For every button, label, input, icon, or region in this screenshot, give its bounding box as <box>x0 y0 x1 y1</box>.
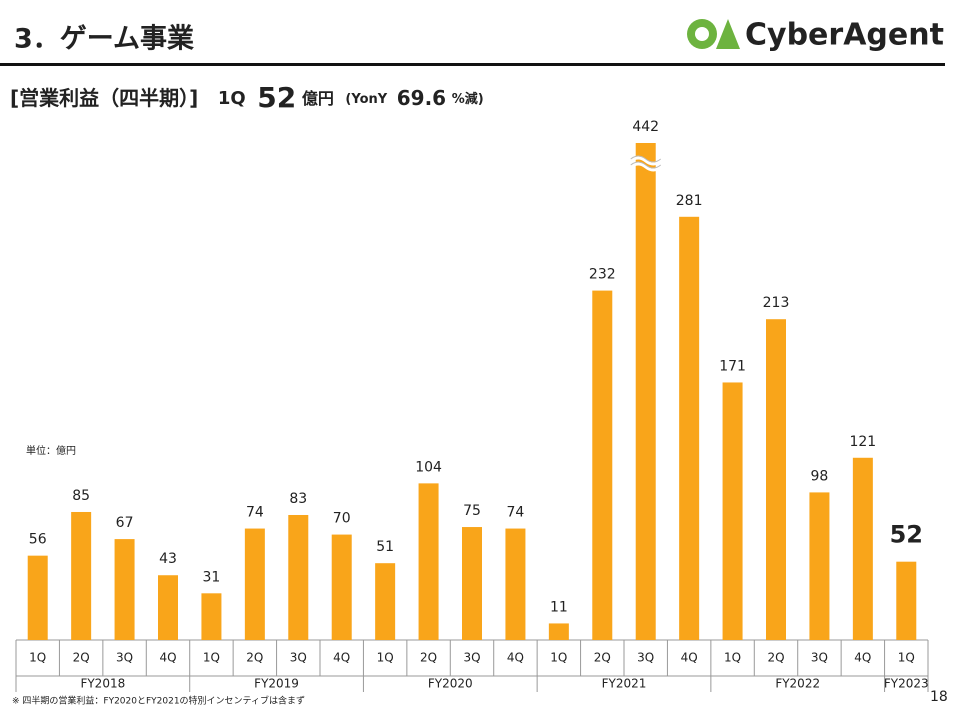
bar <box>852 457 873 640</box>
x-tick-label: 4Q <box>854 651 871 665</box>
x-tick-label: 4Q <box>507 651 524 665</box>
bar <box>375 563 396 640</box>
x-tick-label: 1Q <box>550 651 567 665</box>
data-label: 98 <box>811 468 829 484</box>
subtitle-part: 69.6 <box>397 86 446 110</box>
bar <box>158 575 178 640</box>
page-number: 18 <box>930 689 948 705</box>
data-label: 51 <box>376 539 394 555</box>
data-label: 43 <box>159 551 177 567</box>
data-label: 70 <box>333 511 351 527</box>
bar <box>244 528 265 640</box>
x-tick-label: 3Q <box>463 651 480 665</box>
group-label: FY2022 <box>775 677 820 691</box>
data-label: 67 <box>116 515 134 531</box>
x-tick-label: 1Q <box>724 651 741 665</box>
data-label: 75 <box>463 503 481 519</box>
x-tick-label: 1Q <box>29 651 46 665</box>
bar <box>27 555 48 640</box>
header-rule <box>0 63 945 66</box>
x-tick-label: 1Q <box>377 651 394 665</box>
bar <box>722 382 743 640</box>
data-label: 31 <box>203 569 221 585</box>
bar <box>288 514 309 640</box>
logo-text: CyberAgent <box>745 18 944 53</box>
logo-icon <box>695 27 709 41</box>
x-tick-label: 4Q <box>333 651 350 665</box>
data-label: 442 <box>632 119 659 135</box>
subtitle-part: 億円 <box>302 89 334 108</box>
slide-title: 3．ゲーム事業 <box>14 24 194 55</box>
data-label: 56 <box>29 532 47 548</box>
bar <box>809 492 830 640</box>
group-label: FY2019 <box>254 677 299 691</box>
bar <box>462 527 482 640</box>
axis-break <box>629 156 662 166</box>
x-tick-label: 1Q <box>203 651 220 665</box>
bar <box>592 290 613 640</box>
x-tick-label: 2Q <box>73 651 90 665</box>
data-label: 213 <box>763 295 790 311</box>
x-tick-label: 4Q <box>159 651 176 665</box>
axis-break <box>629 162 662 172</box>
subtitle: [営業利益（四半期）] 1Q 52 億円 (YonY 69.6 %減) <box>10 81 484 114</box>
data-label: 281 <box>676 193 703 209</box>
data-label: 104 <box>415 459 442 475</box>
x-tick-label: 2Q <box>594 651 611 665</box>
bar <box>635 143 656 640</box>
logo: CyberAgent <box>687 18 944 53</box>
data-label: 83 <box>289 491 307 507</box>
bar <box>679 216 700 640</box>
x-tick-label: 3Q <box>811 651 828 665</box>
axis-break <box>630 155 662 163</box>
x-tick-label: 2Q <box>246 651 263 665</box>
data-label: 232 <box>589 267 616 283</box>
bar <box>71 511 92 640</box>
x-tick-label: 3Q <box>637 651 654 665</box>
bar <box>548 623 569 640</box>
subtitle-part: 52 <box>257 81 296 114</box>
x-tick-label: 4Q <box>681 651 698 665</box>
logo-icon <box>716 19 740 49</box>
subtitle-part: (YonY <box>345 92 387 107</box>
footnote: ※ 四半期の営業利益：FY2020とFY2021の特別インセンティブは含まず <box>12 695 305 707</box>
group-label: FY2018 <box>80 677 125 691</box>
data-label: 85 <box>72 488 90 504</box>
bar <box>505 528 526 640</box>
bar <box>114 539 135 640</box>
x-tick-label: 1Q <box>898 651 915 665</box>
data-label: 52 <box>890 521 923 549</box>
axis-break <box>630 161 662 169</box>
unit-note: 単位：億円 <box>26 444 76 457</box>
data-label: 121 <box>849 434 876 450</box>
x-tick-label: 3Q <box>290 651 307 665</box>
x-tick-label: 3Q <box>116 651 133 665</box>
bar <box>896 561 917 640</box>
bar <box>418 483 439 640</box>
group-label: FY2023 <box>884 677 929 691</box>
x-tick-label: 2Q <box>420 651 437 665</box>
data-label: 171 <box>719 358 746 374</box>
x-tick-label: 2Q <box>767 651 784 665</box>
data-label: 74 <box>246 505 264 521</box>
data-label: 11 <box>550 599 568 615</box>
group-label: FY2021 <box>602 677 647 691</box>
group-label: FY2020 <box>428 677 473 691</box>
subtitle-part: 1Q <box>218 88 246 109</box>
bar <box>201 593 222 640</box>
subtitle-part: [営業利益（四半期）] <box>10 86 198 110</box>
data-label: 74 <box>507 505 525 521</box>
subtitle-part: %減) <box>452 91 484 107</box>
bar <box>331 534 352 640</box>
bar <box>766 319 786 640</box>
